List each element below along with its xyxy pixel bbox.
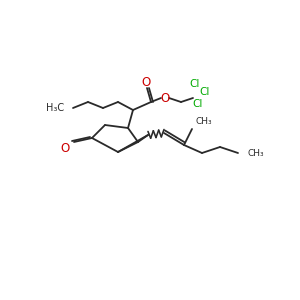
Text: O: O [141,76,151,88]
Text: O: O [160,92,169,104]
Text: Cl: Cl [200,87,210,97]
Text: Cl: Cl [190,79,200,89]
Text: H₃C: H₃C [46,103,64,113]
Text: CH₃: CH₃ [248,148,265,158]
Text: O: O [60,142,70,154]
Text: CH₃: CH₃ [196,118,213,127]
Text: Cl: Cl [193,99,203,109]
